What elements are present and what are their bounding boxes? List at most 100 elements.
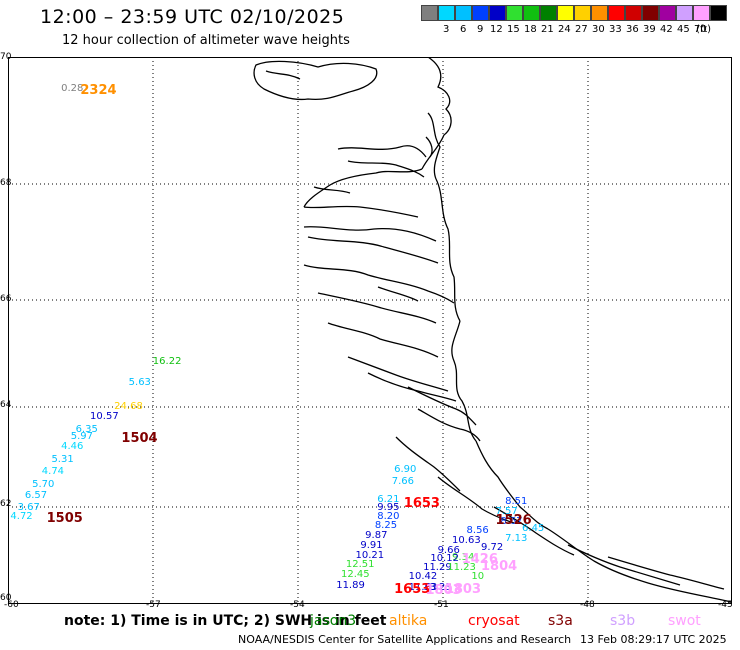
wave-height-value: 10.63 [452, 534, 481, 546]
lat-label-70: 70 [0, 52, 12, 62]
colorbar-tick-label: 9 [477, 24, 484, 35]
graticule [8, 57, 732, 604]
map-frame [8, 57, 732, 604]
colorbar-swatch [523, 5, 540, 21]
greenland-coastline [253, 57, 732, 603]
wave-height-value: 5.63 [128, 376, 151, 388]
pass-time-label: 1803 [425, 583, 462, 599]
wave-height-value: 7.57 [495, 505, 518, 517]
generated-timestamp: 13 Feb 08:29:17 UTC 2025 [580, 633, 727, 646]
pass-time-label: 1804 [481, 559, 518, 575]
wave-height-value: 6.57 [24, 490, 48, 501]
lon-label-minus60: -60 [4, 600, 19, 610]
lon-label-minus45: -45 [718, 600, 733, 610]
wave-height-value: 8.25 [374, 520, 398, 532]
wave-height-value: 13.23 [423, 582, 452, 594]
legend-swot: swot [668, 613, 701, 629]
colorbar-tick-label: 45 [677, 24, 690, 35]
legend-jason3: jason3 [310, 613, 357, 629]
pass-time-label: 1426 [461, 551, 498, 567]
colorbar-swatch [489, 5, 506, 21]
colorbar-tick-label: 3 [443, 24, 450, 35]
colorbar-swatch [710, 5, 727, 21]
colorbar-swatch [659, 5, 676, 21]
wave-height-value: 5.70 [32, 478, 55, 490]
map-area[interactable]: 0.28 16.22 5.63 24.68 10.57 6.35 5.97 4.46 5.31 4… [8, 57, 732, 604]
wave-height-value: 10.42 [408, 571, 438, 583]
lat-label-66: 66 [0, 294, 12, 304]
lat-label-64: 64 [0, 400, 12, 410]
wave-height-value: 8.20 [377, 510, 400, 522]
lon-label-minus51: -51 [434, 600, 449, 610]
colorbar-tick-label: 33 [609, 24, 622, 35]
colorbar-tick-label: 42 [660, 24, 673, 35]
legend-cryosat: cryosat [468, 613, 520, 629]
wave-height-value: 8.67 [500, 515, 523, 527]
wave-height-value: 8.56 [466, 525, 489, 537]
wave-height-value: 11.89 [336, 579, 365, 591]
wave-height-value: 11.63 [408, 581, 438, 593]
map-subtitle: 12 hour collection of altimeter wave hei… [62, 33, 350, 48]
wave-height-value: 9.72 [481, 542, 504, 554]
footer-note: note: 1) Time is in UTC; 2) SWH is in fe… [64, 613, 387, 629]
wave-height-value: 11.23 [447, 561, 476, 573]
wave-height-value: 4.72 [10, 510, 33, 522]
wave-height-value: 7.13 [505, 532, 528, 544]
wave-height-value: 9.87 [365, 530, 388, 542]
colorbar-swatch [574, 5, 591, 21]
legend-s3b: s3b [610, 613, 636, 629]
wave-height-value: 4.74 [41, 466, 65, 477]
legend-altika: altika [389, 613, 428, 629]
map-title: 12:00 – 23:59 UTC 02/10/2025 [40, 6, 345, 28]
wave-height-value: 4.46 [61, 441, 84, 452]
legend-s3a: s3a [548, 613, 573, 629]
colorbar-tick-label: 15 [507, 24, 520, 35]
wave-height-value: 11.29 [423, 561, 452, 573]
lon-label-minus54: -54 [290, 600, 305, 610]
colorbar-tick-label: 24 [558, 24, 571, 35]
wave-height-value: 6.45 [522, 522, 545, 534]
colorbar-tick-label: 12 [490, 24, 503, 35]
colorbar-tick-label: 39 [643, 24, 656, 35]
wave-height-value: 12.51 [345, 559, 375, 571]
wave-height-value: 9.91 [360, 539, 383, 551]
wave-height-value: 3.67 [17, 501, 40, 513]
map-canvas [8, 57, 732, 604]
wave-height-value: 6.35 [75, 423, 98, 435]
wave-height-value: 9.34 [452, 551, 475, 563]
wave-height-value: 6.21 [377, 493, 400, 505]
wave-height-value: 5.97 [70, 431, 93, 442]
wave-height-value: 24.68 [114, 401, 143, 412]
lon-label-minus48: -48 [580, 600, 595, 610]
lat-label-68: 68 [0, 178, 12, 188]
colorbar-tick-label: 18 [524, 24, 537, 35]
wave-height-value: 6.90 [394, 463, 417, 475]
wave-height-value: 0.28 [61, 82, 84, 94]
colorbar-swatch [455, 5, 472, 21]
colorbar-swatch [676, 5, 693, 21]
wave-height-value: 12.45 [341, 568, 370, 580]
pass-time-label: 1526 [495, 513, 532, 529]
colorbar-swatch [625, 5, 642, 21]
colorbar-tick-label: 30 [592, 24, 605, 35]
lat-label-62: 62 [0, 499, 12, 509]
pass-time-label: 1505 [46, 510, 83, 526]
colorbar-swatch [506, 5, 523, 21]
colorbar-unit: (ft) [696, 24, 712, 35]
colorbar-swatch [608, 5, 625, 21]
colorbar-swatch [557, 5, 574, 21]
colorbar-tick-label: 36 [626, 24, 639, 35]
pass-time-label: 1653 [403, 496, 440, 511]
pass-time-label: 1653 [394, 581, 431, 597]
lon-label-minus57: -57 [146, 600, 161, 610]
wave-height-value: 10.12 [430, 553, 459, 565]
colorbar-tick-label: 70 [694, 24, 707, 35]
wave-height-value: 9.66 [437, 544, 460, 556]
wave-height-value: 8.51 [505, 496, 528, 507]
wave-height-value: 7.66 [391, 476, 414, 487]
colorbar-swatch [540, 5, 557, 21]
pass-time-label: 1803 [444, 582, 481, 598]
colorbar-tick-label: 21 [541, 24, 554, 35]
pass-time-label: 1504 [121, 431, 158, 446]
colorbar-swatch [642, 5, 659, 21]
